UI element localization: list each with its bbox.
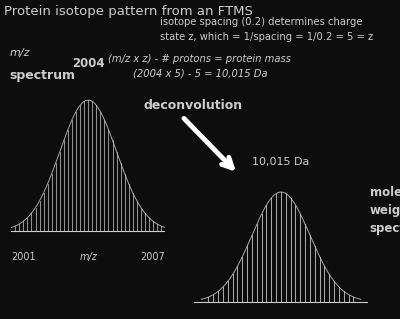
Text: m/z: m/z (10, 48, 30, 58)
Text: isotope spacing (0.2) determines charge: isotope spacing (0.2) determines charge (160, 17, 362, 26)
Text: spectrum: spectrum (10, 69, 76, 82)
Text: (m/z x z) - # protons = protein mass: (m/z x z) - # protons = protein mass (108, 54, 292, 64)
Text: state z, which = 1/spacing = 1/0.2 = 5 = z: state z, which = 1/spacing = 1/0.2 = 5 =… (160, 32, 373, 42)
Text: deconvolution: deconvolution (144, 99, 243, 112)
Text: (2004 x 5) - 5 = 10,015 Da: (2004 x 5) - 5 = 10,015 Da (133, 69, 267, 78)
Text: Protein isotope pattern from an FTMS: Protein isotope pattern from an FTMS (4, 5, 253, 18)
Text: 10,015 Da: 10,015 Da (252, 157, 310, 167)
FancyArrowPatch shape (184, 118, 232, 168)
Text: molecular
weight
spectrum: molecular weight spectrum (370, 186, 400, 235)
Text: m/z: m/z (79, 252, 97, 262)
Text: 2001: 2001 (11, 252, 36, 262)
Text: 2004: 2004 (72, 57, 104, 70)
Text: 2007: 2007 (140, 252, 165, 262)
